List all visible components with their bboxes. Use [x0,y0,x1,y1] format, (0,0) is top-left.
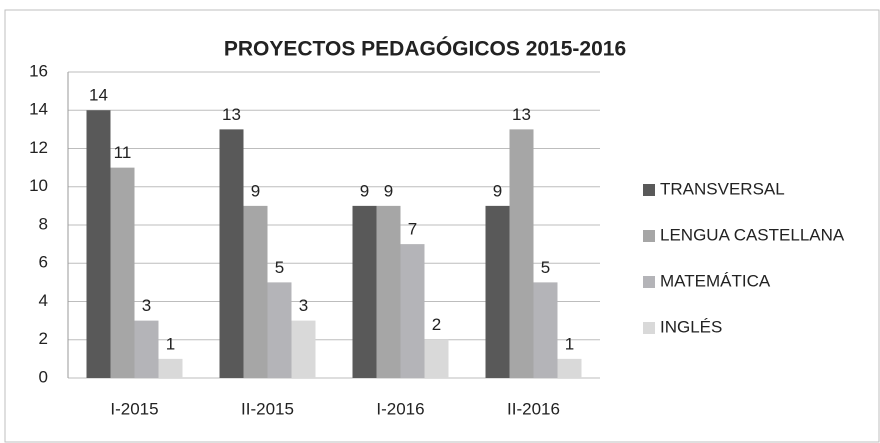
data-label: 13 [222,105,241,124]
data-label: 9 [493,181,502,200]
legend-swatch [643,276,655,288]
bar [557,358,582,378]
x-tick-label: I-2015 [110,399,158,418]
legend-swatch [643,184,655,196]
y-tick-label: 10 [29,176,48,195]
bar [352,205,377,378]
y-tick-label: 4 [39,291,48,310]
data-label: 5 [541,258,550,277]
data-label: 9 [251,181,260,200]
y-tick-label: 2 [39,329,48,348]
y-tick-label: 12 [29,138,48,157]
data-label: 5 [275,258,284,277]
bar [134,320,159,378]
legend-swatch [643,322,655,334]
data-label: 9 [384,181,393,200]
data-label: 3 [299,296,308,315]
bar [158,358,183,378]
data-label: 3 [142,296,151,315]
x-tick-label: I-2016 [376,399,424,418]
data-label: 11 [114,143,132,162]
data-label: 7 [408,220,417,239]
legend-label: MATEMÁTICA [660,271,771,290]
data-label: 14 [89,86,108,105]
bar [291,320,316,378]
data-label: 9 [360,181,369,200]
y-tick-label: 8 [39,214,48,233]
y-tick-label: 6 [39,253,48,272]
data-label: 13 [512,105,531,124]
bar [110,167,135,378]
bar [376,205,401,378]
x-tick-label: II-2015 [241,399,294,418]
bar [533,282,558,378]
data-label: 2 [432,315,441,334]
bar [219,129,244,378]
chart-title: PROYECTOS PEDAGÓGICOS 2015-2016 [224,37,626,61]
y-tick-label: 16 [29,61,48,80]
legend-swatch [643,230,655,242]
data-label: 1 [166,334,175,353]
x-tick-label: II-2016 [507,399,560,418]
bar [86,110,111,378]
bar [424,339,449,378]
y-tick-label: 14 [29,100,48,119]
data-label: 1 [565,334,574,353]
bar [509,129,534,378]
bar [243,205,268,378]
legend-label: TRANSVERSAL [660,179,785,198]
y-tick-label: 0 [39,367,48,386]
legend-label: INGLÉS [660,317,722,336]
legend-label: LENGUA CASTELLANA [660,225,845,244]
bar [400,244,425,378]
bar [267,282,292,378]
bar [485,205,510,378]
